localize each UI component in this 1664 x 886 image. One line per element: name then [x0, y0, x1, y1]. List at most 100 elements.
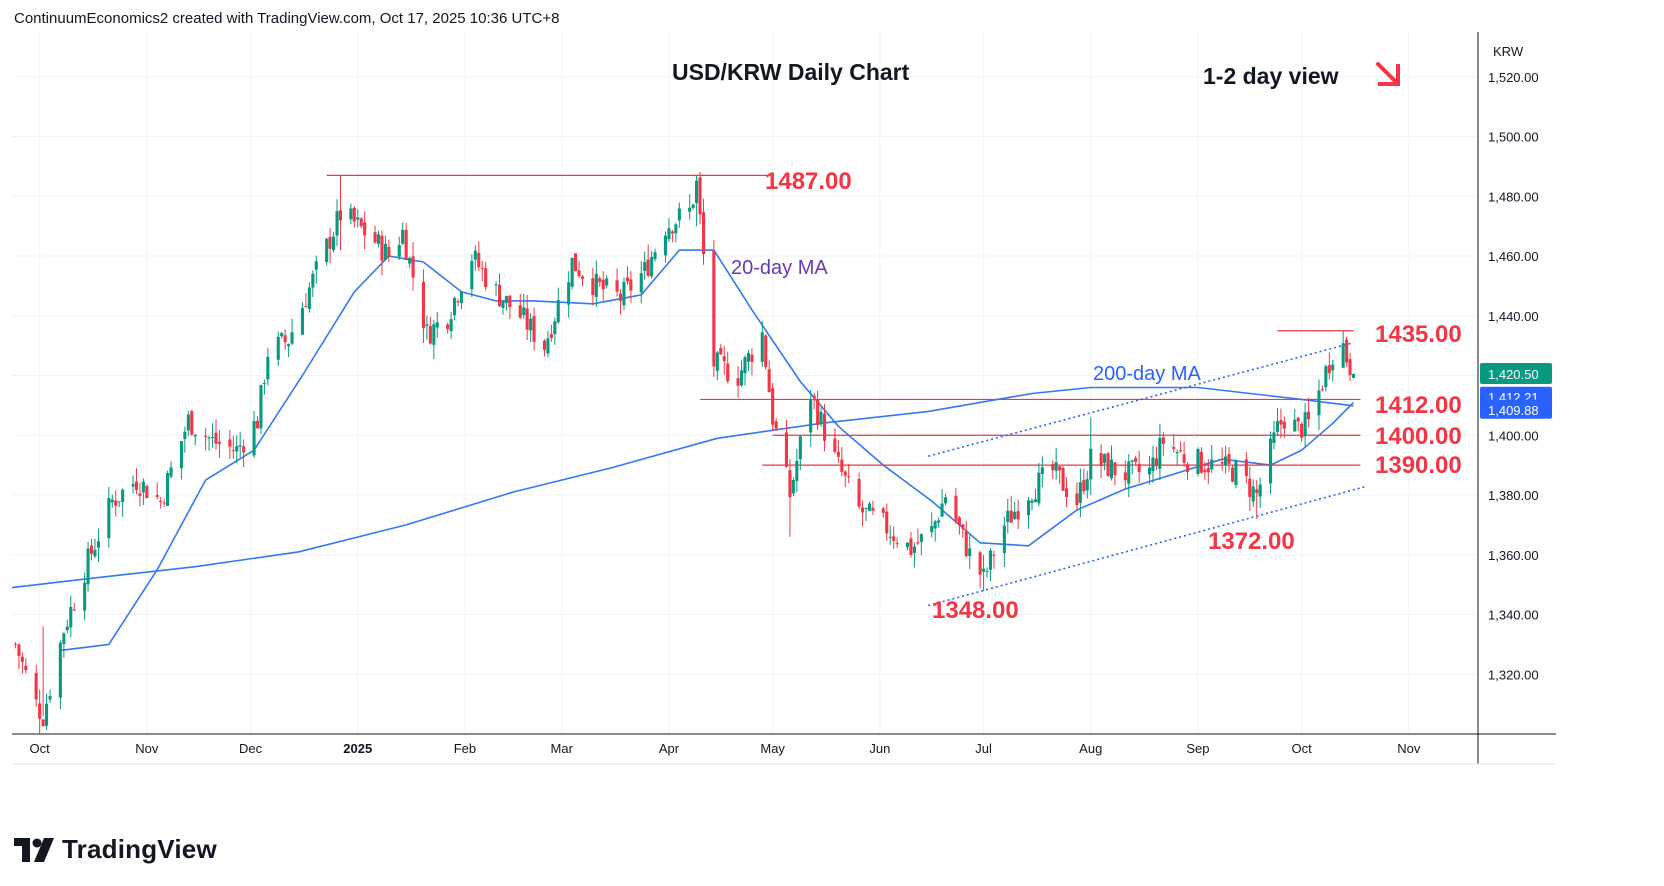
ma-badge [1480, 399, 1552, 419]
candle-body [867, 503, 871, 511]
candle-body [643, 262, 647, 271]
candle [1154, 446, 1158, 471]
candle-body [193, 434, 197, 437]
point-label: 1372.00 [1208, 528, 1295, 555]
candle [1220, 447, 1224, 471]
candle-body [276, 336, 280, 360]
candle-body [1327, 365, 1331, 374]
candle-body [1161, 437, 1165, 444]
candle-body [314, 261, 318, 270]
candle-body [1151, 457, 1155, 472]
candle [332, 231, 336, 253]
candle [1161, 431, 1165, 457]
candle [1137, 450, 1141, 483]
candle-body [663, 235, 667, 256]
candle [255, 416, 259, 429]
candle [1293, 409, 1297, 432]
candle-body [1206, 467, 1210, 473]
candle-body [300, 308, 304, 335]
candle-body [141, 481, 145, 493]
candle [238, 431, 242, 458]
time-axis[interactable]: Oct Nov Dec 2025 Feb Mar Apr May Jun Jul Aug Sep Oct… [30, 741, 1421, 756]
candle-body [504, 296, 508, 304]
candle [477, 241, 481, 272]
price-axis[interactable]: KRW 1,320.00 1,340.00 1,360.00 1,380.00 1,400… [1480, 44, 1552, 682]
candle [691, 203, 695, 210]
candle [1345, 336, 1349, 367]
candle-body [397, 245, 401, 257]
candle [605, 275, 609, 289]
candle [1127, 454, 1131, 498]
candle-body [819, 411, 823, 425]
levels-layer [326, 174, 1361, 466]
candle [1030, 498, 1034, 511]
candle-body [549, 334, 553, 339]
candle-body [131, 484, 135, 487]
candle-body [1109, 459, 1113, 479]
candle-body [940, 503, 944, 517]
candle-body [622, 281, 626, 306]
candle [944, 493, 948, 506]
candle [363, 211, 367, 250]
candle-body [1030, 500, 1034, 503]
x-tick-label: Oct [1292, 741, 1313, 756]
candle [771, 382, 775, 431]
candle [553, 317, 557, 345]
channel-line [928, 485, 1368, 607]
candle [425, 315, 429, 340]
candle-body [332, 236, 336, 251]
candle [798, 434, 802, 471]
candle [1269, 431, 1273, 495]
candle [338, 175, 342, 251]
candle [38, 689, 42, 734]
candle [1227, 447, 1231, 472]
level-label: 1400.00 [1375, 423, 1462, 450]
candle-body [1134, 458, 1138, 462]
candle [96, 528, 100, 563]
candle-body [968, 548, 972, 556]
candle [885, 503, 889, 541]
candle-body [480, 267, 484, 269]
y-tick-label: 1,340.00 [1488, 608, 1539, 623]
candle [186, 410, 190, 436]
candle [625, 266, 629, 285]
candle-body [823, 413, 827, 441]
candle [702, 198, 706, 265]
candle-body [408, 257, 412, 264]
tradingview-logo[interactable]: TradingView [14, 834, 217, 865]
candle [1210, 445, 1214, 474]
candle [1231, 464, 1235, 483]
ma-badge-label: 1,409.88 [1488, 403, 1539, 418]
candle [155, 482, 159, 500]
candle [280, 331, 284, 339]
candle-body [252, 421, 256, 456]
candle-body [238, 445, 242, 447]
candle-body [843, 471, 847, 476]
candle-body [857, 479, 861, 507]
candle-body [1040, 467, 1044, 474]
candle-body [525, 308, 529, 330]
candle [1158, 423, 1162, 481]
candle-body [404, 229, 408, 261]
candle [1009, 495, 1013, 523]
candle-body [667, 228, 671, 240]
candle [567, 271, 571, 318]
candle-body [1203, 469, 1207, 472]
candle [34, 664, 38, 707]
candle-body [1331, 364, 1335, 371]
candle-body [58, 642, 62, 698]
candle-body [501, 301, 505, 308]
candle [69, 595, 73, 638]
candle-body [169, 467, 173, 477]
candle-body [20, 656, 24, 662]
candle [24, 658, 28, 674]
candle-body [114, 500, 118, 506]
candle [1272, 420, 1276, 450]
candle-body [13, 643, 17, 645]
candle-body [17, 644, 21, 656]
candle [940, 489, 944, 517]
candle [843, 470, 847, 488]
candle-body [204, 435, 208, 437]
candle [629, 271, 633, 303]
